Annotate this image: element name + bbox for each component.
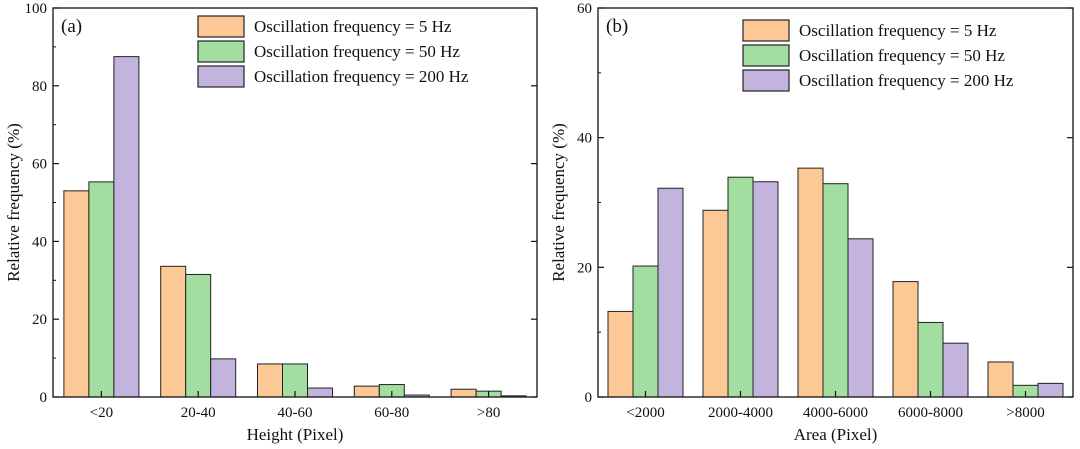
x-tick-label: 4000-6000 xyxy=(803,405,868,421)
bar xyxy=(607,310,634,398)
bar xyxy=(1037,382,1064,398)
bar xyxy=(632,265,659,398)
legend: Oscillation frequency = 5 Hz Oscillation … xyxy=(742,19,1014,92)
y-tick-label: 0 xyxy=(40,390,48,406)
bar xyxy=(822,183,849,398)
legend-label: Oscillation frequency = 200 Hz xyxy=(254,67,469,86)
chart-panel-a: 0 20 40 60 80 100 <20 20-40 40-60 60-80 >80 Height … xyxy=(4,1,538,444)
x-tick-label: 60-80 xyxy=(374,405,409,421)
legend-swatch xyxy=(197,15,245,38)
legend-label: Oscillation frequency = 50 Hz xyxy=(254,42,460,61)
bar xyxy=(257,363,283,398)
y-tick-label: 20 xyxy=(577,260,592,276)
x-tick-label: <20 xyxy=(90,405,113,421)
bar xyxy=(847,238,874,398)
legend-swatch xyxy=(742,69,790,92)
legend-swatch xyxy=(742,44,790,67)
x-tick-label: 6000-8000 xyxy=(898,405,963,421)
legend-label: Oscillation frequency = 200 Hz xyxy=(799,71,1014,90)
x-tick-label: 20-40 xyxy=(181,405,216,421)
legend-label: Oscillation frequency = 50 Hz xyxy=(799,46,1005,65)
y-tick-label: 80 xyxy=(32,79,47,95)
bar xyxy=(88,181,115,398)
y-tick-label: 60 xyxy=(577,1,592,17)
legend-label: Oscillation frequency = 5 Hz xyxy=(799,21,997,40)
bar xyxy=(307,387,333,398)
legend-swatch xyxy=(197,40,245,63)
y-tick-label: 40 xyxy=(577,131,592,147)
y-axis-title: Relative frequency (%) xyxy=(549,123,568,282)
legend-swatch xyxy=(197,65,245,88)
bar xyxy=(892,281,919,398)
bar xyxy=(797,167,824,398)
bar xyxy=(917,321,944,398)
legend-label: Oscillation frequency = 5 Hz xyxy=(254,17,452,36)
panel-label: (b) xyxy=(606,16,628,37)
y-tick-label: 60 xyxy=(32,157,47,173)
y-tick-label: 40 xyxy=(32,234,47,250)
bar xyxy=(353,385,380,398)
bar xyxy=(702,209,729,398)
bar xyxy=(185,273,212,398)
legend-swatch xyxy=(742,19,790,42)
bar xyxy=(657,187,684,398)
y-tick-label: 0 xyxy=(585,390,593,406)
bar xyxy=(752,181,779,398)
y-axis-title: Relative frequency (%) xyxy=(4,123,23,282)
x-axis-title: Height (Pixel) xyxy=(247,425,344,444)
bar xyxy=(727,176,754,398)
legend: Oscillation frequency = 5 Hz Oscillation … xyxy=(197,15,469,88)
x-axis-title: Area (Pixel) xyxy=(794,425,878,444)
panel-label: (a) xyxy=(61,16,82,37)
x-tick-label: >8000 xyxy=(1006,405,1044,421)
y-tick-label: 100 xyxy=(25,1,48,17)
bar xyxy=(942,342,969,398)
bar xyxy=(450,388,477,398)
x-tick-label: 2000-4000 xyxy=(708,405,773,421)
bar xyxy=(63,190,90,398)
x-tick-label: >80 xyxy=(477,405,500,421)
bar xyxy=(160,265,187,398)
x-tick-label: <2000 xyxy=(626,405,664,421)
y-tick-label: 20 xyxy=(32,312,47,328)
bar xyxy=(113,56,140,398)
chart-panel-b: 0 20 40 60 <2000 2000-4000 4000-6000 6000-8000 >… xyxy=(549,1,1074,444)
bar xyxy=(987,361,1014,398)
x-tick-label: 40-60 xyxy=(278,405,313,421)
bar xyxy=(210,358,237,398)
